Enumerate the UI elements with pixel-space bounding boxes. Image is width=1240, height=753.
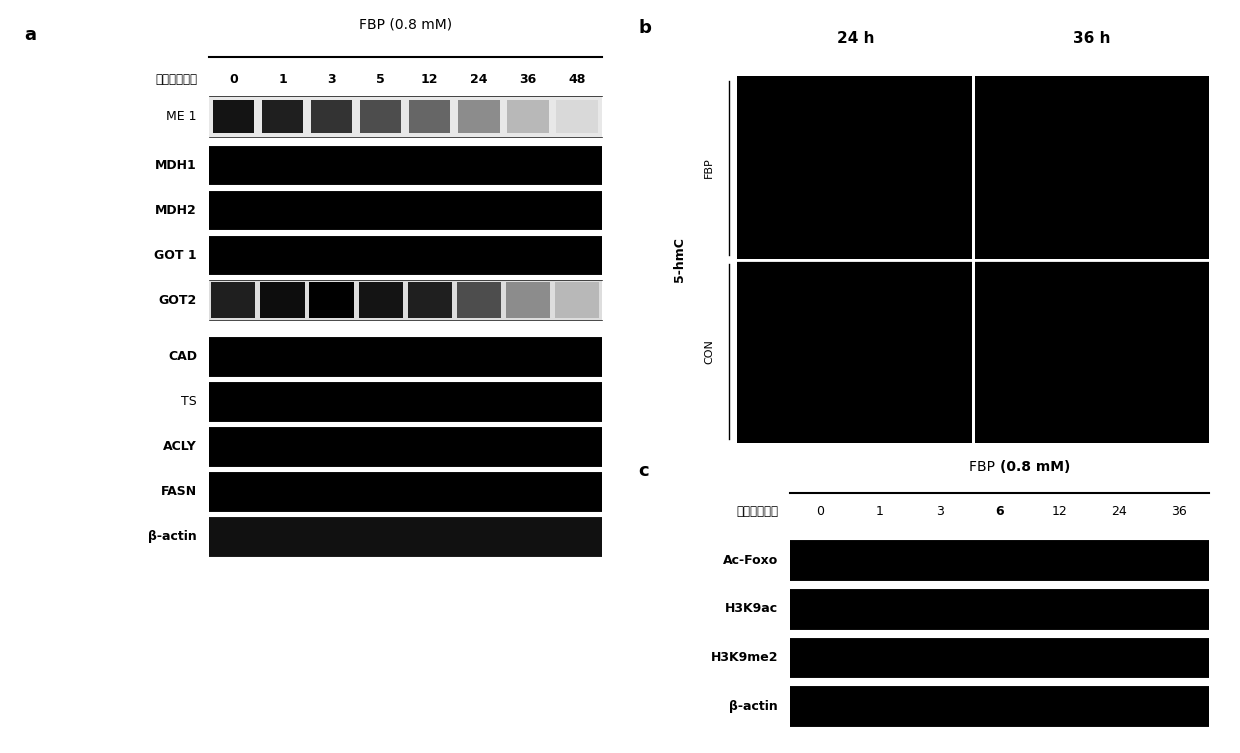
Bar [213,100,254,133]
Bar [208,280,601,321]
Bar [260,282,305,319]
Bar [556,282,599,319]
Text: FBP: FBP [704,157,714,178]
Text: MDH2: MDH2 [155,203,197,217]
Text: 12: 12 [422,73,439,86]
Bar [208,336,601,376]
Text: GOT2: GOT2 [159,294,197,306]
Bar [208,145,601,185]
Text: ME 1: ME 1 [166,110,197,123]
Bar [459,100,500,133]
Text: CAD: CAD [167,349,197,363]
Text: 3: 3 [327,73,336,86]
Bar [358,282,403,319]
Text: 24: 24 [1111,505,1127,518]
Text: a: a [25,26,36,44]
Text: FBP (0.8 mM): FBP (0.8 mM) [358,17,451,32]
Bar [262,100,303,133]
Text: β-actin: β-actin [148,530,197,543]
Text: c: c [639,462,649,480]
Bar [507,100,548,133]
Text: H3K9ac: H3K9ac [725,602,779,615]
Bar [208,516,601,556]
Bar [208,426,601,467]
Text: 5: 5 [376,73,386,86]
Bar [975,261,1209,443]
Bar [790,685,1209,727]
Text: TS: TS [181,395,197,407]
Bar [360,100,402,133]
Text: 0: 0 [229,73,238,86]
Text: 1: 1 [875,505,884,518]
Text: 5-hmC: 5-hmC [672,237,686,282]
Text: 时间（小时）: 时间（小时） [155,73,197,86]
Text: b: b [639,20,651,38]
Bar [208,235,601,276]
Text: 1: 1 [278,73,286,86]
Bar [790,539,1209,581]
Bar [557,100,598,133]
Bar [506,282,551,319]
Bar [208,190,601,230]
Bar [790,637,1209,678]
Text: β-actin: β-actin [729,700,779,712]
Text: 时间（小时）: 时间（小时） [737,505,779,518]
Text: FBP: FBP [970,460,999,474]
Text: 36: 36 [1172,505,1187,518]
Text: FASN: FASN [161,485,197,498]
Text: 48: 48 [568,73,585,86]
Bar [790,588,1209,630]
Bar [208,471,601,511]
Text: 12: 12 [1052,505,1068,518]
Bar [409,100,450,133]
Bar [311,100,352,133]
Text: ACLY: ACLY [164,440,197,453]
Bar [208,381,601,422]
Bar [310,282,353,319]
Bar [208,96,601,137]
Text: 3: 3 [936,505,944,518]
Bar [738,76,972,258]
Bar [975,76,1209,258]
Text: (0.8 mM): (0.8 mM) [999,460,1070,474]
Text: 24 h: 24 h [837,31,874,46]
Bar [738,261,972,443]
Text: GOT 1: GOT 1 [154,248,197,261]
Bar [456,282,501,319]
Text: 24: 24 [470,73,487,86]
Text: H3K9me2: H3K9me2 [711,651,779,664]
Bar [211,282,255,319]
Text: 36: 36 [520,73,537,86]
Text: CON: CON [704,339,714,364]
Text: 0: 0 [816,505,823,518]
Text: 36 h: 36 h [1073,31,1110,46]
Text: Ac-Foxo: Ac-Foxo [723,553,779,567]
Text: MDH1: MDH1 [155,159,197,172]
Bar [408,282,451,319]
Text: 6: 6 [996,505,1004,518]
